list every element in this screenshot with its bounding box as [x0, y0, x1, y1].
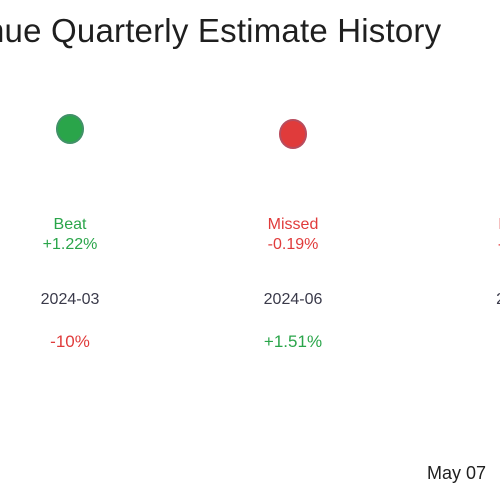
surprise-label: -5	[498, 236, 500, 254]
period-tick-label: 20	[496, 291, 500, 309]
surprise-label: +1.22%	[42, 236, 98, 253]
surprise-marker-2024-03	[56, 114, 84, 145]
chart-title: nue Quarterly Estimate History	[0, 12, 442, 49]
period-tick-label: 2024-03	[40, 291, 100, 308]
date-label: May 07	[427, 463, 487, 483]
surprise-marker-2024-06	[279, 118, 307, 149]
period-tick-label: 2024-06	[263, 291, 323, 308]
surprise-label: -0.19%	[267, 236, 319, 253]
status-label: Missed	[267, 216, 319, 233]
price-change-label: +1.51%	[263, 332, 323, 351]
status-label: Beat	[53, 216, 87, 233]
price-change-label: -10%	[50, 332, 90, 351]
status-label: M	[498, 216, 500, 234]
